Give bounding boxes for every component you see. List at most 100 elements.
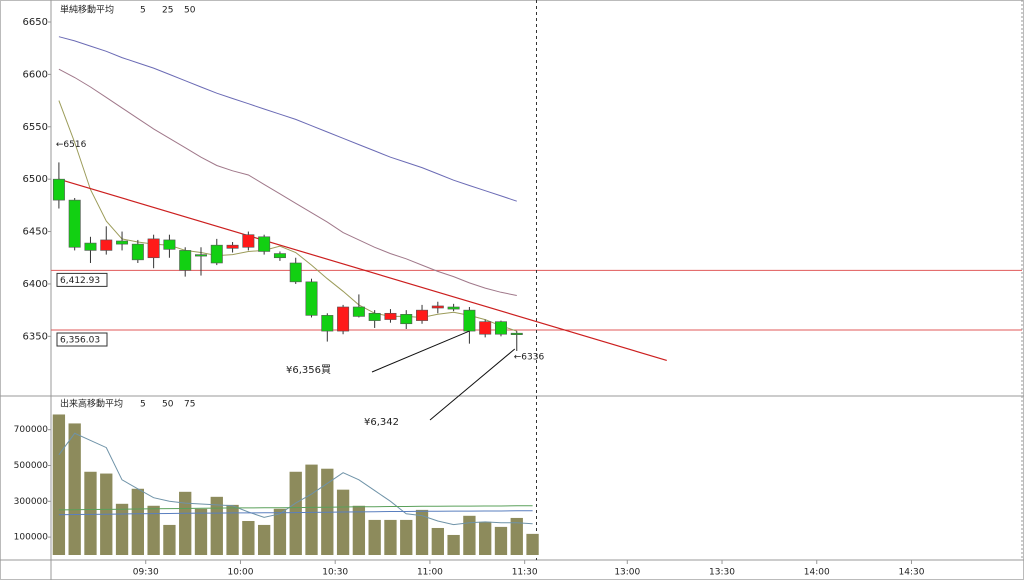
volume-bar xyxy=(226,504,239,555)
candle-body xyxy=(131,243,144,261)
volume-bar xyxy=(352,505,366,555)
candle-body xyxy=(352,306,365,317)
volume-bar xyxy=(384,519,397,555)
x-tick-label: 09:30 xyxy=(133,568,159,578)
y-tick-label: 100000 xyxy=(14,533,49,543)
volume-bar xyxy=(273,508,287,555)
legend-entry: 5 xyxy=(140,400,146,410)
y-tick-label: 500000 xyxy=(14,461,49,471)
candle-body xyxy=(368,312,381,321)
legend-title: 単純移動平均 xyxy=(60,4,114,16)
candle-body xyxy=(494,321,507,335)
y-tick-label: 6600 xyxy=(23,69,48,80)
volume-bar xyxy=(510,517,523,555)
x-tick-label: 14:00 xyxy=(804,568,830,578)
volume-bar xyxy=(305,464,318,555)
volume-bar xyxy=(210,496,223,555)
candle-body xyxy=(179,250,192,271)
y-tick-label: 6550 xyxy=(23,122,48,133)
volume-bar xyxy=(257,524,271,555)
candle-body xyxy=(147,238,160,259)
hline-label-box xyxy=(56,332,108,347)
candle-body xyxy=(479,321,492,335)
candle-body xyxy=(226,244,239,249)
candle-body xyxy=(416,309,429,321)
annotation-leader xyxy=(429,348,516,421)
candle-body xyxy=(84,242,97,251)
annotation-leader xyxy=(371,330,470,373)
volume-bar xyxy=(336,489,350,555)
y-tick-label: 6400 xyxy=(23,279,48,290)
x-tick-label: 11:30 xyxy=(512,568,538,578)
trend-line xyxy=(58,178,667,361)
candle-body xyxy=(52,178,65,201)
legend-entry: 50 xyxy=(162,400,174,410)
candle-body xyxy=(305,281,318,316)
annotation: ¥6,342 xyxy=(364,417,399,428)
volume-average-line xyxy=(58,432,533,526)
annotation: ¥6,356買 xyxy=(286,364,331,376)
x-tick-label: 10:00 xyxy=(227,568,253,578)
moving-average-line xyxy=(58,68,517,296)
y-tick-label: 700000 xyxy=(14,425,49,435)
volume-bar xyxy=(289,471,302,555)
candle-body xyxy=(337,306,350,332)
volume-bar xyxy=(431,527,444,555)
candle-body xyxy=(100,239,113,251)
y-tick-label: 6500 xyxy=(23,174,48,185)
candle-body xyxy=(384,312,397,320)
moving-average-line xyxy=(58,36,517,202)
candle-body xyxy=(400,314,413,325)
candle-body xyxy=(273,253,286,259)
volume-average-line xyxy=(58,505,533,511)
candle-body xyxy=(289,262,302,283)
volume-bar xyxy=(84,471,97,555)
candle-body xyxy=(195,254,207,257)
x-tick-label: 10:30 xyxy=(322,568,348,578)
volume-bar xyxy=(400,519,413,555)
volume-bar xyxy=(494,526,508,555)
volume-bar xyxy=(115,503,129,555)
candle-body xyxy=(447,306,460,310)
candle-body xyxy=(258,236,271,252)
x-tick-label: 14:30 xyxy=(899,568,925,578)
y-tick-label: 6650 xyxy=(23,17,48,28)
volume-bar xyxy=(368,519,381,555)
hline-label-box xyxy=(56,272,108,287)
volume-bar xyxy=(242,520,255,555)
legend-entry: 25 xyxy=(162,6,173,16)
volume-bar xyxy=(415,509,429,555)
moving-average-line xyxy=(58,100,517,332)
volume-bar xyxy=(447,534,460,555)
legend-entry: 75 xyxy=(184,400,195,410)
volume-bar xyxy=(479,521,492,555)
volume-bar xyxy=(68,423,81,555)
candle-body xyxy=(510,332,523,335)
hline-label: 6,356.03 xyxy=(60,336,100,346)
legend-title: 出来高移動平均 xyxy=(60,398,123,410)
volume-bar xyxy=(194,508,208,555)
candle-body xyxy=(321,315,334,332)
x-tick-label: 13:00 xyxy=(614,568,640,578)
volume-bar xyxy=(526,533,539,555)
candle-body xyxy=(68,199,81,248)
price-marker: ←6336 xyxy=(514,352,545,362)
volume-bar xyxy=(179,491,192,555)
candle-body xyxy=(116,240,129,245)
x-tick-label: 11:00 xyxy=(417,568,443,578)
volume-bar xyxy=(463,515,476,555)
volume-bar xyxy=(147,505,160,555)
y-tick-label: 6350 xyxy=(23,331,48,342)
y-tick-label: 300000 xyxy=(14,497,49,507)
volume-average-line xyxy=(58,510,533,516)
candle-body xyxy=(463,309,476,332)
y-tick-label: 6450 xyxy=(23,227,48,238)
legend-entry: 50 xyxy=(184,6,196,16)
candle-body xyxy=(210,244,223,264)
volume-bar xyxy=(52,414,66,555)
price-marker: ←6516 xyxy=(56,140,87,150)
candle-body xyxy=(242,234,255,248)
candle-body xyxy=(431,305,444,309)
